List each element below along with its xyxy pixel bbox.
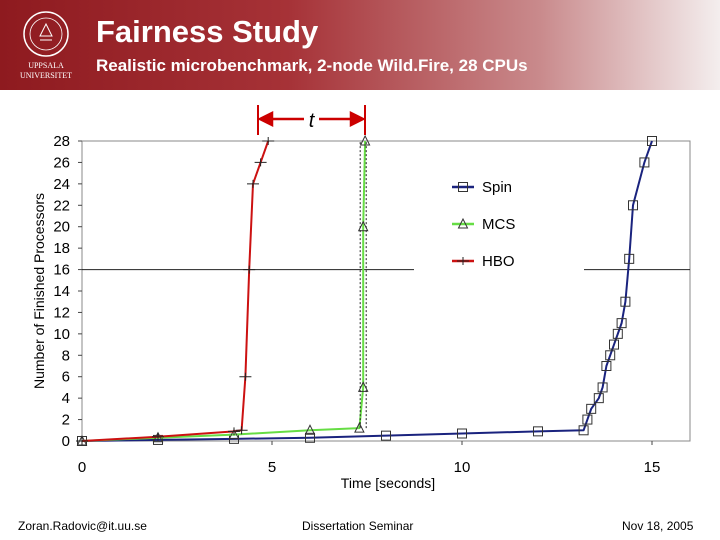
legend-entry: Spin [482, 179, 512, 196]
slide-subtitle: Realistic microbenchmark, 2-node Wild.Fi… [96, 56, 528, 75]
y-tick-label: 18 [53, 240, 70, 257]
hbo-point [235, 426, 248, 435]
spin-point [609, 339, 619, 350]
y-tick-label: 14 [53, 283, 70, 300]
hbo-point [239, 372, 252, 381]
hbo-point [243, 265, 256, 274]
hbo-point [228, 427, 240, 436]
spin-point [305, 432, 315, 443]
footer-date: Nov 18, 2005 [622, 519, 694, 533]
x-tick-label: 0 [78, 459, 86, 476]
footer-email: Zoran.Radovic@it.uu.se [18, 519, 147, 533]
y-tick-label: 24 [53, 176, 70, 193]
legend-entry: HBO [482, 253, 515, 270]
spin-point [612, 328, 623, 339]
y-tick-label: 16 [53, 262, 70, 279]
spin-point [647, 136, 657, 146]
slide-title: Fairness Study [96, 14, 319, 49]
x-axis-label: Time [seconds] [341, 475, 435, 491]
spin-point [605, 350, 616, 361]
mcs-point [304, 424, 316, 435]
spin-point [628, 200, 638, 211]
spin-point [639, 157, 650, 168]
spin-point [582, 414, 593, 425]
hbo-point [262, 137, 275, 145]
spin-point [578, 425, 589, 436]
spin-point [616, 318, 627, 329]
y-tick-label: 10 [53, 326, 70, 343]
spin-point [597, 382, 608, 393]
y-tick-label: 22 [53, 197, 70, 214]
spin-point [601, 361, 612, 371]
legend-entry: MCS [482, 216, 515, 233]
spin-point [458, 182, 468, 192]
y-tick-label: 0 [62, 433, 70, 450]
y-tick-label: 28 [53, 133, 70, 150]
y-tick-label: 2 [62, 412, 70, 429]
spin-point [593, 393, 604, 404]
interval-arrow-right [319, 110, 366, 128]
mcs-series-line [81, 140, 367, 442]
logo-line1: UPPSALA [28, 61, 64, 70]
y-tick-label: 6 [62, 369, 70, 386]
y-axis-label: Number of Finished Processors [31, 193, 47, 389]
y-tick-label: 12 [53, 304, 70, 321]
hbo-point [457, 257, 469, 265]
y-tick-label: 20 [53, 219, 70, 236]
spin-point [620, 296, 631, 307]
spin-point [624, 253, 635, 264]
hbo-point [247, 179, 259, 188]
footer-event: Dissertation Seminar [302, 519, 414, 533]
spin-point [381, 430, 391, 441]
mcs-point [457, 217, 469, 229]
mcs-point [228, 428, 240, 440]
hbo-series-line [81, 140, 270, 442]
hbo-point [152, 432, 164, 441]
mcs-point [359, 134, 371, 146]
mcs-point [354, 422, 365, 433]
mcs-point [357, 220, 369, 232]
mcs-point [357, 381, 369, 392]
x-tick-label: 15 [644, 459, 661, 476]
x-tick-label: 10 [454, 459, 471, 476]
y-tick-label: 4 [62, 390, 70, 407]
hbo-point [254, 158, 267, 167]
interval-arrow-left [257, 110, 304, 128]
spin-point [533, 426, 543, 437]
slide-header: UPPSALA UNIVERSITET Fairness Study Reali… [0, 0, 720, 90]
spin-point [457, 428, 467, 439]
spin-point [586, 403, 597, 414]
y-tick-label: 8 [62, 347, 70, 364]
y-tick-label: 26 [53, 154, 70, 171]
spin-series-line [81, 140, 653, 442]
university-seal-icon: UPPSALA UNIVERSITET [20, 11, 72, 80]
interval-label: t [309, 110, 316, 132]
hbo-point [76, 437, 88, 445]
x-tick-label: 5 [268, 459, 276, 476]
logo-line2: UNIVERSITET [20, 71, 72, 80]
